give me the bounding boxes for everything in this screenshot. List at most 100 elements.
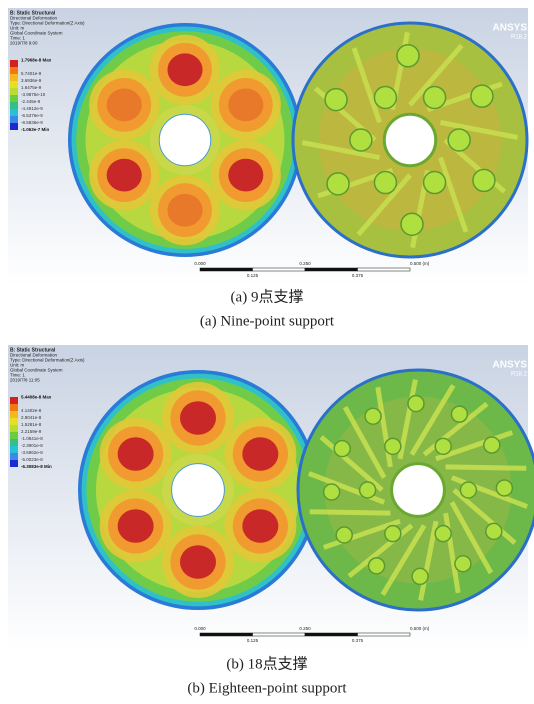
support-pad — [326, 172, 350, 196]
rib — [409, 384, 456, 456]
legend-swatch — [10, 397, 18, 404]
brand-name: ANSYS — [493, 360, 528, 371]
support-pad — [322, 483, 341, 501]
support-pad — [384, 437, 402, 456]
legend-label: 5.4408e-8 Max — [21, 395, 52, 400]
legend-swatch — [10, 67, 18, 74]
scale-segment — [357, 632, 411, 637]
support-pad — [450, 405, 469, 423]
header-line: Global Coordinate System — [10, 368, 63, 373]
contour-peak — [106, 158, 142, 192]
hole — [158, 113, 212, 167]
legend-label: -6.3083e-8 Min — [21, 464, 52, 469]
support-pad — [434, 524, 452, 543]
scale-segment — [304, 632, 358, 637]
legend-label: -4.4912e-9 — [21, 106, 43, 111]
legend-swatch — [10, 60, 18, 67]
contour-peak — [117, 437, 154, 471]
legend-label: -3.6962e-8 — [21, 450, 43, 455]
support-pad — [470, 84, 494, 108]
legend-swatch — [10, 432, 18, 439]
legend-label: 1.7968e-8 Max — [21, 58, 52, 63]
legend-label: 5.7401e-9 — [21, 71, 42, 76]
header-line: Global Coordinate System — [10, 31, 63, 36]
support-pad — [367, 557, 386, 575]
scale-segment — [199, 632, 253, 637]
scale-label: 0.125 — [247, 273, 259, 278]
legend-swatch — [10, 88, 18, 95]
legend-swatch — [10, 81, 18, 88]
brand-version: R18.2 — [511, 35, 528, 41]
support-pad — [485, 522, 503, 541]
support-pad — [454, 555, 472, 573]
scale-label: 0.500 (m) — [410, 626, 430, 631]
legend-label: -2.445e-9 — [21, 99, 41, 104]
header-line: Type: Directional Deformation(Z Axis) — [10, 358, 85, 363]
rib — [408, 43, 464, 107]
header-line: Time: 1 — [10, 373, 25, 378]
header-line: Unit: m — [10, 363, 25, 368]
support-pad — [447, 128, 471, 152]
legend-label: -1.0841e-8 — [21, 436, 43, 441]
contour-peak — [228, 88, 264, 122]
legend-label: 1.5281e-8 — [21, 422, 42, 427]
header-line: Type: Directional Deformation(Z Axis) — [10, 21, 85, 26]
header-line: Directional Deformation — [10, 353, 58, 358]
legend-label: -6.5376e-9 — [21, 113, 43, 118]
brand-name: ANSYS — [493, 23, 528, 34]
legend-swatch — [10, 460, 18, 467]
legend-swatch — [10, 95, 18, 102]
support-pad — [422, 85, 447, 110]
rib — [418, 520, 439, 601]
header-title: B: Static Structural — [10, 10, 56, 16]
contour-peak — [242, 509, 279, 543]
legend-swatch — [10, 109, 18, 116]
caption-cn: (b) 18点支撑 — [226, 655, 307, 672]
legend-swatch — [10, 418, 18, 425]
support-pad — [407, 394, 425, 413]
scale-segment — [304, 267, 358, 272]
support-pad — [396, 44, 420, 68]
header-line: Unit: m — [10, 26, 25, 31]
scale-label: 0.250 — [299, 626, 311, 631]
contour-peak — [180, 545, 216, 579]
scale-label: 0.250 — [299, 261, 311, 266]
hole — [171, 463, 225, 517]
rib — [319, 435, 384, 492]
legend-label: 4.1402e-8 — [21, 408, 42, 413]
contour-peak — [180, 401, 216, 435]
support-pad — [373, 170, 398, 195]
scale-label: 0.000 — [194, 626, 206, 631]
caption-en: (b) Eighteen-point support — [187, 680, 347, 696]
support-pad — [459, 481, 478, 499]
legend-swatch — [10, 453, 18, 460]
legend-label: 2.8041e-8 — [21, 415, 42, 420]
rib — [342, 405, 387, 479]
support-pad — [411, 567, 429, 586]
rib — [445, 464, 527, 471]
rib — [449, 501, 494, 575]
rib — [452, 488, 517, 545]
rib — [309, 509, 391, 516]
legend-swatch — [10, 446, 18, 453]
rib — [356, 173, 412, 237]
contour-peak — [242, 437, 279, 471]
legend-swatch — [10, 404, 18, 411]
scale-segment — [252, 267, 306, 272]
support-pad — [358, 481, 377, 499]
scale-label: 0.000 — [194, 261, 206, 266]
scale-label: 0.125 — [247, 638, 259, 643]
support-pad — [349, 128, 373, 152]
legend-swatch — [10, 102, 18, 109]
header-title: B: Static Structural — [10, 347, 56, 353]
support-pad — [422, 170, 447, 195]
rib — [397, 379, 418, 460]
legend-swatch — [10, 425, 18, 432]
caption-cn: (a) 9点支撑 — [231, 288, 304, 305]
support-pad — [364, 407, 382, 425]
header-line: Directional Deformation — [10, 16, 58, 21]
scale-label: 0.500 (m) — [410, 261, 430, 266]
